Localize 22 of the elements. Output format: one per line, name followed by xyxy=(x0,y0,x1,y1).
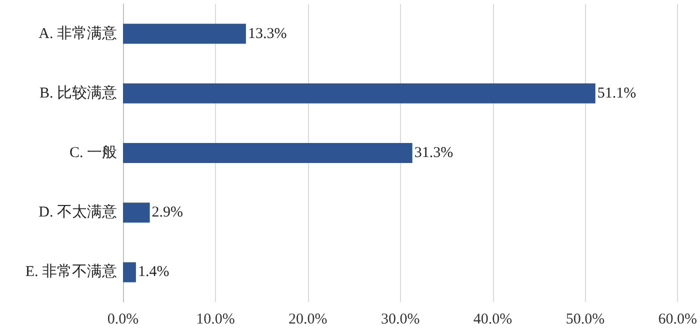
x-tick-label: 20.0% xyxy=(288,312,328,328)
y-tick-label: A. 非常满意 xyxy=(38,24,117,42)
x-tick-label: 40.0% xyxy=(473,312,512,328)
bar xyxy=(123,202,150,223)
bar xyxy=(123,83,596,104)
data-label: 51.1% xyxy=(597,85,636,102)
x-tick-label: 0.0% xyxy=(107,312,139,328)
data-label: 1.4% xyxy=(138,264,170,280)
x-tick-label: 50.0% xyxy=(566,312,605,328)
x-tick-label: 60.0% xyxy=(658,312,697,328)
x-tick-label: 10.0% xyxy=(196,312,235,328)
data-label: 13.3% xyxy=(248,26,287,42)
bar xyxy=(123,24,246,44)
bar xyxy=(123,143,412,163)
x-tick-label: 30.0% xyxy=(380,312,420,328)
y-tick-label: E. 非常不满意 xyxy=(25,263,117,280)
data-label: 31.3% xyxy=(414,145,454,161)
y-tick-label: B. 比较满意 xyxy=(39,84,117,102)
y-tick-label: C. 一般 xyxy=(69,145,117,161)
data-label: 2.9% xyxy=(152,204,184,221)
y-tick-label: D. 不太满意 xyxy=(38,204,117,221)
bar xyxy=(123,262,136,282)
